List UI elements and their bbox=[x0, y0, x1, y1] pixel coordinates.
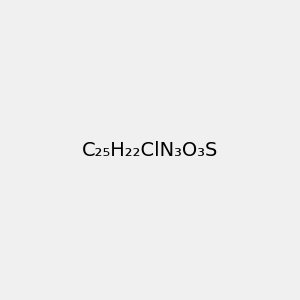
Text: C₂₅H₂₂ClN₃O₃S: C₂₅H₂₂ClN₃O₃S bbox=[82, 140, 218, 160]
